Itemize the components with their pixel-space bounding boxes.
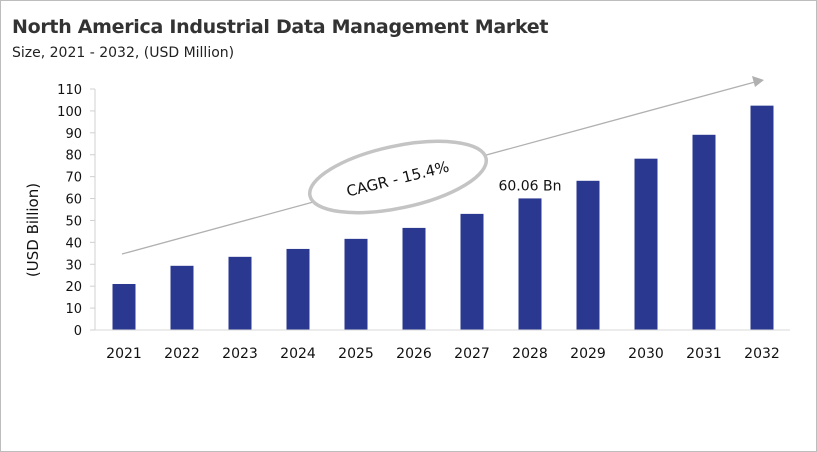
y-tick-label: 60 (65, 193, 82, 208)
bar-2027 (460, 213, 484, 330)
bar-2031 (692, 134, 716, 330)
bar-2024 (286, 248, 310, 330)
cagr-ellipse (307, 139, 489, 215)
y-tick-label: 100 (57, 105, 82, 120)
y-tick-label: 50 (65, 214, 82, 229)
y-tick-label: 80 (65, 149, 82, 164)
y-tick-label: 70 (65, 171, 82, 186)
x-tick-label: 2031 (686, 346, 722, 362)
bar-2032 (750, 105, 774, 330)
bar-2028 (518, 198, 542, 330)
bar-2022 (170, 265, 194, 330)
y-tick-label: 110 (57, 83, 82, 98)
bar-2030 (634, 158, 658, 330)
x-tick-label: 2022 (164, 346, 200, 362)
y-tick-label: 40 (65, 236, 82, 251)
x-tick-label: 2024 (280, 346, 316, 362)
y-tick-label: 0 (74, 324, 82, 339)
bar-2026 (402, 227, 426, 330)
y-axis-label: (USD Billion) (24, 183, 42, 277)
trend-arrow-head (752, 76, 764, 87)
x-tick-label: 2023 (222, 346, 258, 362)
x-tick-label: 2026 (396, 346, 432, 362)
x-tick-label: 2025 (338, 346, 374, 362)
y-tick-label: 30 (65, 258, 82, 273)
x-tick-label: 2032 (744, 346, 780, 362)
bar-2021 (112, 283, 136, 330)
x-axis: 2021 2022 2023 2024 2025 2026 2027 2028 2029 2030… (95, 329, 790, 362)
x-tick-label: 2030 (628, 346, 664, 362)
bars (112, 105, 774, 330)
chart-title: North America Industrial Data Management… (12, 16, 549, 38)
bar-2023 (228, 256, 252, 330)
y-tick-label: 20 (65, 280, 82, 295)
chart-subtitle: Size, 2021 - 2032, (USD Million) (12, 45, 235, 61)
y-tick-label: 10 (65, 302, 82, 317)
x-tick-label: 2029 (570, 346, 606, 362)
x-tick-label: 2021 (106, 346, 142, 362)
x-tick-label: 2027 (454, 346, 490, 362)
y-tick-label: 90 (65, 127, 82, 142)
y-axis: 0 10 20 30 40 50 60 70 80 90 100 110 (57, 83, 96, 339)
x-tick-label: 2028 (512, 346, 548, 362)
data-label-2028: 60.06 Bn (498, 178, 561, 194)
bar-2025 (344, 238, 368, 330)
bar-2029 (576, 180, 600, 330)
